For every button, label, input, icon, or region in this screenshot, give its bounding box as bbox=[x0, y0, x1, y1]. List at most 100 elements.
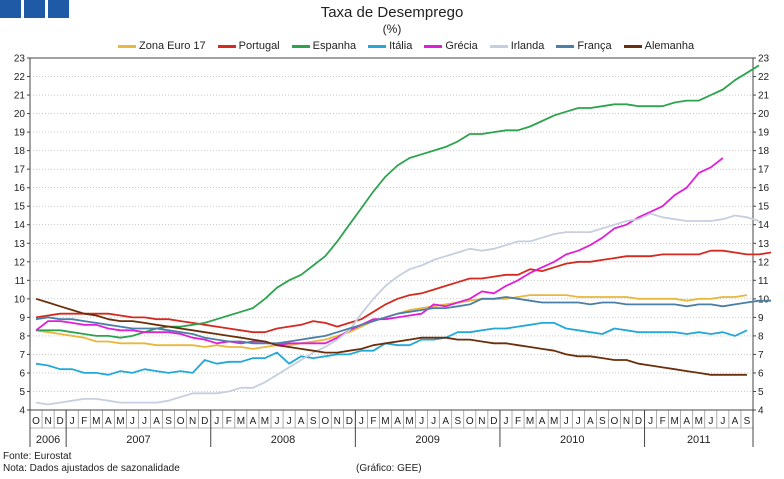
y-tick-label-left: 8 bbox=[19, 331, 25, 342]
month-label: J bbox=[275, 416, 280, 427]
y-tick-label-left: 13 bbox=[14, 239, 26, 250]
legend-item: França bbox=[556, 40, 612, 52]
legend-item: Itália bbox=[368, 40, 412, 52]
month-label: A bbox=[539, 416, 546, 427]
y-tick-label-right: 15 bbox=[758, 202, 770, 213]
series-line-espanha bbox=[36, 64, 760, 339]
y-tick-label-left: 7 bbox=[19, 350, 25, 361]
month-label: A bbox=[683, 416, 690, 427]
legend-label: Itália bbox=[389, 40, 413, 52]
y-tick-label-right: 21 bbox=[758, 91, 770, 102]
month-label: J bbox=[720, 416, 725, 427]
month-label: N bbox=[623, 416, 630, 427]
month-label: A bbox=[153, 416, 160, 427]
month-label: S bbox=[599, 416, 606, 427]
month-label: A bbox=[587, 416, 594, 427]
y-tick-label-right: 14 bbox=[758, 220, 770, 231]
month-label: S bbox=[310, 416, 317, 427]
y-tick-label-right: 18 bbox=[758, 146, 770, 157]
legend-item: Zona Euro 17 bbox=[118, 40, 206, 52]
month-label: M bbox=[550, 416, 558, 427]
month-label: J bbox=[142, 416, 147, 427]
seasonal-note: Nota: Dados ajustados de sazonalidade bbox=[3, 463, 180, 474]
brand-logo bbox=[0, 0, 70, 18]
y-tick-label-left: 4 bbox=[19, 406, 25, 417]
legend-swatch bbox=[424, 44, 443, 48]
month-label: J bbox=[708, 416, 713, 427]
month-label: F bbox=[660, 416, 666, 427]
month-label: J bbox=[214, 416, 219, 427]
legend-swatch bbox=[623, 44, 642, 48]
y-tick-label-left: 14 bbox=[14, 220, 26, 231]
year-label: 2006 bbox=[36, 434, 60, 446]
month-label: J bbox=[359, 416, 364, 427]
y-tick-label-left: 9 bbox=[19, 313, 25, 324]
y-tick-label-right: 13 bbox=[758, 239, 770, 250]
plot-area bbox=[29, 57, 754, 411]
y-tick-label-left: 20 bbox=[14, 109, 26, 120]
y-tick-label-left: 23 bbox=[14, 54, 26, 65]
month-label: M bbox=[116, 416, 124, 427]
month-label: A bbox=[394, 416, 401, 427]
y-tick-label-right: 4 bbox=[758, 406, 764, 417]
month-label: N bbox=[478, 416, 485, 427]
legend-label: Irlanda bbox=[510, 40, 545, 52]
month-label: O bbox=[611, 416, 619, 427]
legend-item: Irlanda bbox=[489, 40, 545, 52]
y-tick-label-left: 12 bbox=[14, 257, 26, 268]
legend-swatch bbox=[118, 44, 136, 48]
month-label: A bbox=[105, 416, 112, 427]
series-line-fran-a bbox=[35, 296, 772, 345]
legend-swatch bbox=[291, 44, 310, 48]
legend-swatch bbox=[217, 44, 236, 48]
month-label: O bbox=[321, 416, 329, 427]
month-label: O bbox=[177, 416, 185, 427]
month-label: O bbox=[32, 416, 40, 427]
series-line-alemanha bbox=[35, 297, 747, 376]
legend-swatch bbox=[489, 44, 508, 48]
series-line-portugal bbox=[35, 249, 772, 334]
legend-label: Grécia bbox=[445, 40, 478, 52]
y-tick-label-left: 11 bbox=[15, 276, 26, 287]
month-label: J bbox=[130, 416, 135, 427]
y-tick-label-left: 21 bbox=[14, 91, 26, 102]
month-label: J bbox=[70, 416, 75, 427]
legend-label: Zona Euro 17 bbox=[139, 40, 206, 52]
legend-label: Espanha bbox=[312, 40, 357, 52]
y-tick-label-left: 17 bbox=[14, 165, 26, 176]
series-line-irlanda bbox=[35, 212, 760, 406]
legend-item: Alemanha bbox=[623, 40, 694, 52]
y-tick-label-right: 11 bbox=[758, 276, 769, 287]
month-label: F bbox=[226, 416, 232, 427]
legend-swatch bbox=[556, 44, 575, 48]
month-label: N bbox=[189, 416, 196, 427]
month-label: N bbox=[44, 416, 51, 427]
month-label: F bbox=[515, 416, 521, 427]
y-tick-label-right: 9 bbox=[758, 313, 764, 324]
legend-label: Portugal bbox=[238, 40, 280, 52]
legend-item: Espanha bbox=[291, 40, 357, 52]
month-label: A bbox=[732, 416, 739, 427]
legend-label: França bbox=[577, 40, 612, 52]
month-label: A bbox=[298, 416, 305, 427]
chart-credit: (Gráfico: GEE) bbox=[356, 463, 422, 474]
y-tick-label-left: 19 bbox=[14, 128, 26, 139]
month-label: J bbox=[287, 416, 292, 427]
month-label: D bbox=[57, 416, 64, 427]
logo-block-3 bbox=[48, 0, 69, 18]
month-label: M bbox=[92, 416, 100, 427]
y-tick-label-right: 12 bbox=[758, 257, 770, 268]
series-line-it-lia bbox=[35, 321, 748, 376]
y-tick-label-right: 5 bbox=[758, 387, 764, 398]
source-note: Fonte: Eurostat bbox=[3, 451, 72, 462]
month-label: D bbox=[346, 416, 353, 427]
chart-title: Taxa de Desemprego bbox=[320, 4, 464, 21]
y-tick-label-right: 20 bbox=[758, 109, 770, 120]
month-label: S bbox=[454, 416, 461, 427]
y-tick-label-right: 19 bbox=[758, 128, 770, 139]
month-label: N bbox=[334, 416, 341, 427]
y-tick-label-left: 5 bbox=[19, 387, 25, 398]
month-label: M bbox=[695, 416, 703, 427]
y-tick-label-right: 17 bbox=[758, 165, 770, 176]
